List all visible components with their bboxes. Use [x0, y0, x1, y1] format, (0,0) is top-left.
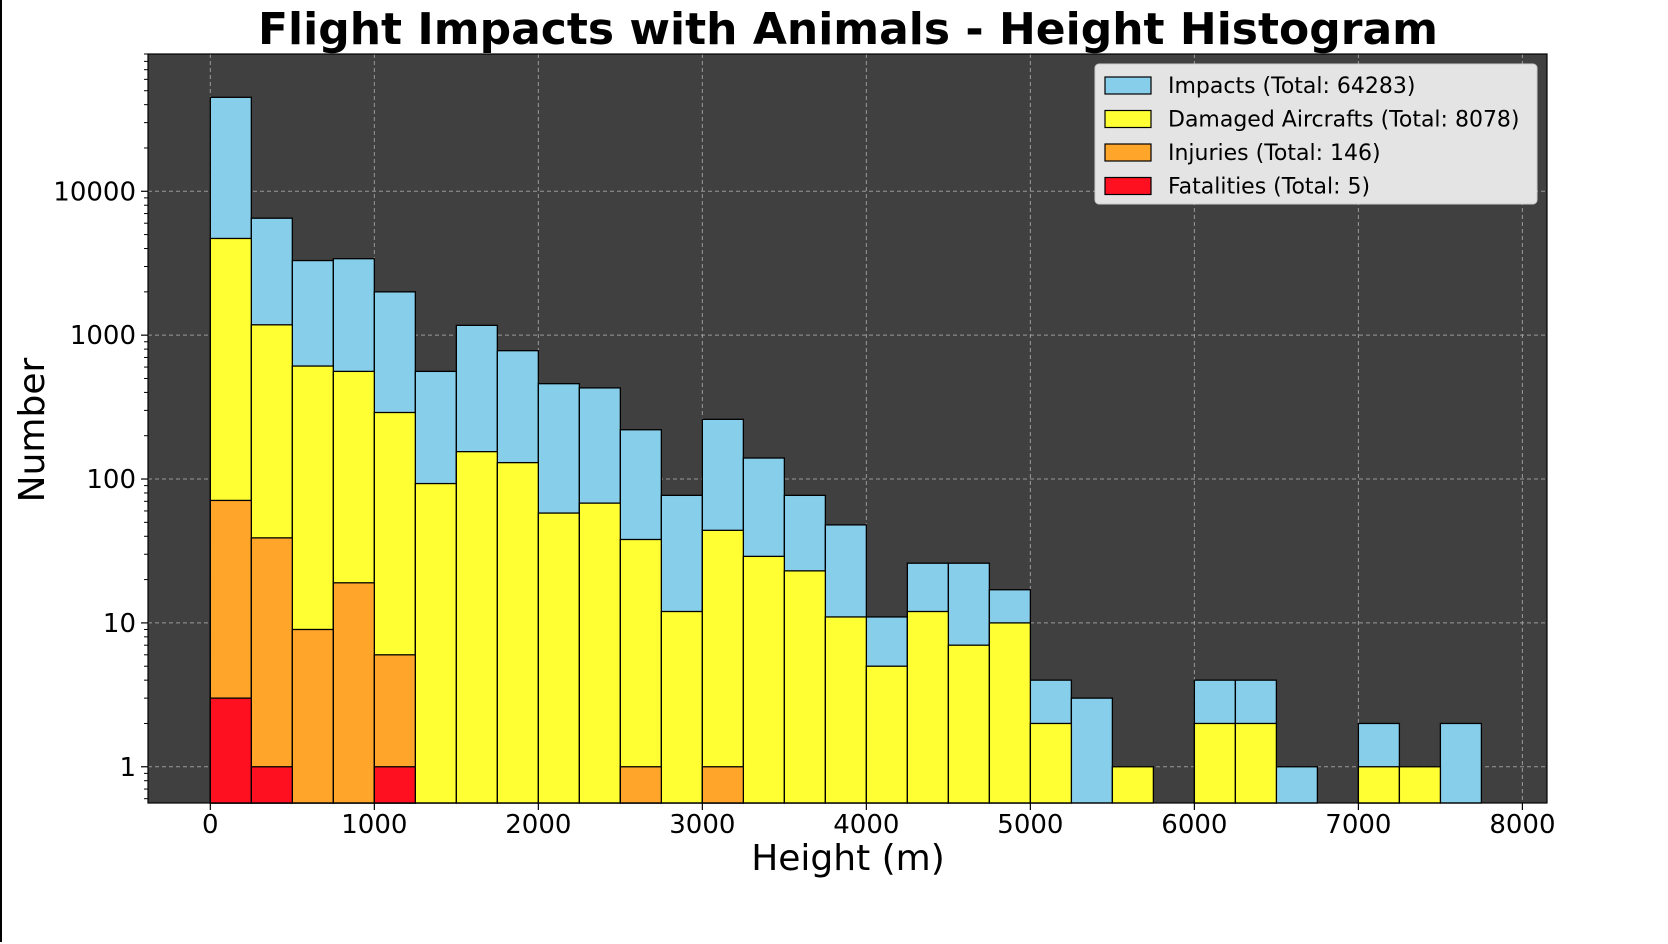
histogram-bar — [1111, 766, 1155, 804]
series-3-bars — [209, 499, 745, 804]
legend-swatch — [1104, 109, 1152, 129]
histogram-bar — [1234, 722, 1278, 804]
x-tick-label: 2000 — [505, 810, 571, 840]
legend-entry-label: Fatalities (Total: 5) — [1168, 175, 1370, 200]
histogram-bar — [250, 537, 293, 804]
x-tick-label: 8000 — [1489, 810, 1555, 840]
x-tick-label: 6000 — [1161, 810, 1227, 840]
histogram-bar — [701, 766, 745, 804]
histogram-bar — [1357, 766, 1401, 804]
y-tick-label: 100 — [86, 465, 136, 495]
histogram-bar — [906, 610, 950, 804]
histogram-bar — [250, 766, 293, 804]
histogram-bar — [578, 502, 621, 804]
histogram-bar — [209, 697, 252, 804]
histogram-bar — [1398, 766, 1442, 804]
legend-swatch — [1104, 143, 1152, 162]
histogram-bar — [988, 622, 1032, 804]
legend-entry-label: Impacts (Total: 64283) — [1168, 74, 1415, 99]
axis-ticks: 0 1000 2000 3000 4000 5000 6000 7000 8000 1 10 100 1… — [53, 53, 1555, 840]
histogram-bar — [742, 555, 786, 804]
x-axis-label: Height (m) — [751, 838, 945, 879]
y-tick-label: 10000 — [53, 177, 136, 207]
histogram-bar — [783, 570, 827, 804]
chart-title: Flight Impacts with Animals - Height His… — [258, 4, 1438, 55]
x-tick-label: 5000 — [997, 810, 1063, 840]
x-tick-label: 7000 — [1325, 810, 1391, 840]
histogram-bar — [373, 766, 416, 804]
x-tick-label: 0 — [202, 810, 219, 840]
histogram-bar — [291, 628, 334, 804]
legend-swatch — [1104, 176, 1152, 196]
legend-entry-label: Injuries (Total: 146) — [1168, 141, 1381, 166]
x-tick-label: 4000 — [833, 810, 899, 840]
histogram-bar — [1193, 722, 1237, 804]
y-tick-label: 1 — [119, 753, 136, 783]
x-tick-label: 3000 — [669, 810, 735, 840]
legend-box — [1094, 63, 1538, 205]
histogram-bar — [1070, 697, 1114, 804]
histogram-bar — [619, 538, 662, 804]
x-tick-label: 1000 — [341, 810, 407, 840]
histogram-bar — [865, 665, 909, 804]
legend: Impacts (Total: 64283) Damaged Aircrafts … — [1094, 63, 1538, 205]
histogram-bar — [619, 766, 662, 804]
histogram-bar — [332, 582, 375, 804]
histogram-bar — [496, 461, 539, 804]
histogram-bar — [455, 450, 498, 804]
histogram-bar — [1275, 766, 1319, 804]
y-axis-label: Number — [12, 357, 53, 502]
y-tick-label: 10 — [103, 609, 136, 639]
y-tick-label: 1000 — [70, 321, 136, 351]
plot-frame — [147, 53, 1548, 804]
histogram-bar — [1439, 722, 1483, 804]
histogram-bar — [1029, 722, 1073, 804]
histogram-bar — [414, 482, 457, 804]
legend-entry-label: Damaged Aircrafts (Total: 8078) — [1168, 108, 1520, 133]
histogram-bar — [660, 610, 704, 804]
legend-swatch — [1104, 76, 1152, 95]
histogram-bar — [537, 512, 580, 804]
histogram-bar — [947, 644, 991, 804]
histogram-bar — [824, 616, 868, 804]
histogram-bar — [701, 529, 745, 804]
